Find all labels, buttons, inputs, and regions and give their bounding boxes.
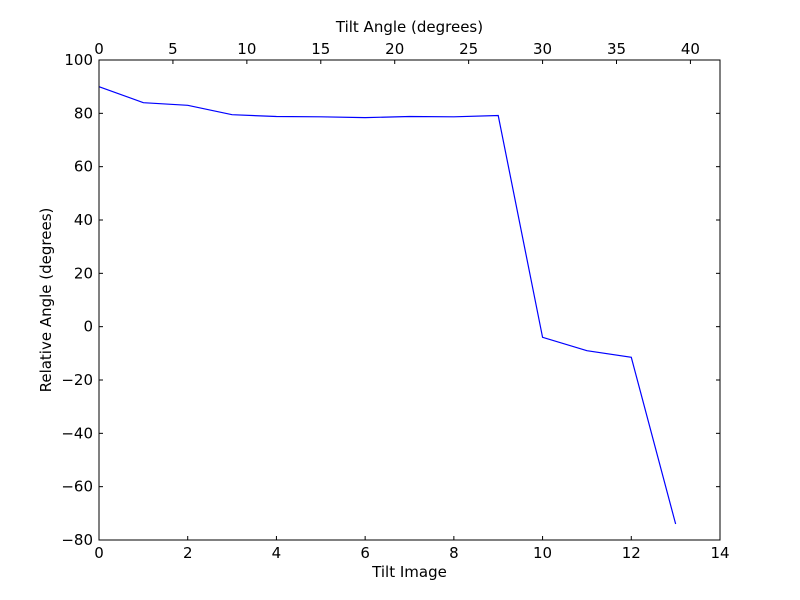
x-tick-label: 8: [449, 544, 459, 562]
y-tick-label: 40: [74, 211, 93, 229]
top-x-tick-label: 5: [168, 40, 178, 58]
top-x-tick-label: 30: [533, 40, 552, 58]
x-tick-label: 10: [533, 544, 552, 562]
y-tick-label: 20: [74, 264, 93, 282]
y-tick-label: 0: [83, 318, 93, 336]
x-tick-label: 14: [710, 544, 729, 562]
top-x-tick-label: 25: [459, 40, 478, 58]
top-x-tick-label: 10: [237, 40, 256, 58]
x-axis-title: Tilt Image: [371, 563, 447, 581]
x-tick-label: 0: [94, 544, 104, 562]
y-tick-label: 80: [74, 104, 93, 122]
y-tick-label: 60: [74, 158, 93, 176]
x-tick-label: 2: [183, 544, 193, 562]
top-x-tick-label: 40: [681, 40, 700, 58]
tick-labels-layer: 0 2 4 6 8 10 12 140 5 10 15 20 25 30 35 40100806040200−…: [61, 40, 729, 562]
top-x-tick-label: 15: [311, 40, 330, 58]
y-tick-label: −20: [61, 371, 93, 389]
y-tick-label: −80: [61, 531, 93, 549]
top-x-tick-label: 0: [94, 40, 104, 58]
y-tick-label: −60: [61, 478, 93, 496]
x-tick-label: 4: [272, 544, 282, 562]
plot-area: [99, 60, 720, 540]
y-tick-label: 100: [64, 51, 93, 69]
series-line: [98, 86, 677, 525]
top-x-tick-label: 20: [385, 40, 404, 58]
top-x-tick-label: 35: [607, 40, 626, 58]
series-layer: [98, 86, 677, 525]
top-x-axis-title: Tilt Angle (degrees): [335, 18, 483, 36]
x-tick-label: 12: [622, 544, 641, 562]
y-axis-title: Relative Angle (degrees): [37, 208, 55, 393]
plot-frame: [98, 59, 721, 541]
y-tick-label: −40: [61, 424, 93, 442]
x-tick-label: 6: [360, 544, 370, 562]
